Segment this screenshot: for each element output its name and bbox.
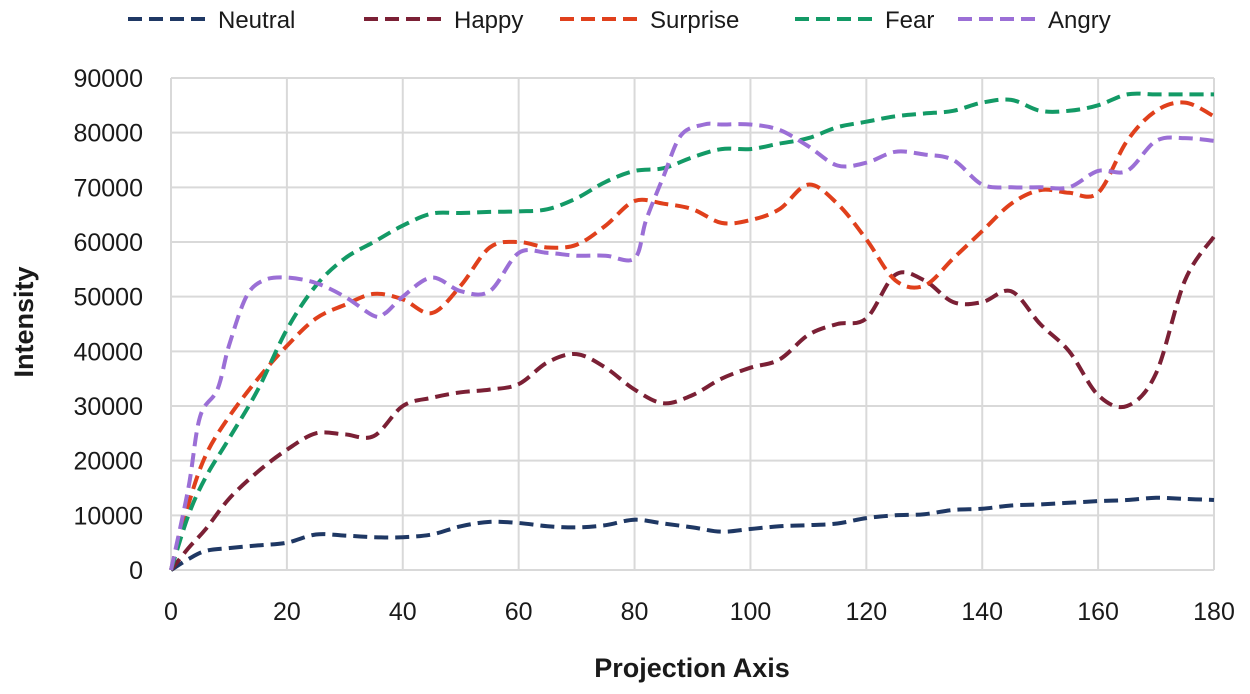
x-tick-label: 160 (1077, 598, 1119, 626)
x-tick-label: 140 (961, 598, 1003, 626)
y-tick-label: 20000 (73, 448, 143, 476)
legend-label: Surprise (650, 7, 739, 34)
y-tick-label: 60000 (73, 229, 143, 257)
y-tick-label: 90000 (73, 65, 143, 93)
x-axis-title: Projection Axis (594, 653, 790, 683)
series-lines (169, 91, 1216, 572)
legend-label: Happy (454, 7, 523, 34)
legend-item-happy: Happy (364, 7, 523, 34)
y-tick-label: 50000 (73, 284, 143, 312)
y-axis-title: Intensity (9, 266, 39, 377)
y-tick-label: 80000 (73, 120, 143, 148)
legend-label: Neutral (218, 7, 295, 34)
series-line-surprise (169, 100, 1215, 571)
legend-label: Fear (885, 7, 934, 34)
y-tick-label: 70000 (73, 174, 143, 202)
y-tick-label: 0 (129, 557, 143, 585)
legend: Neutral Happy Surprise Fear Angry (128, 7, 1111, 34)
legend-item-angry: Angry (958, 7, 1111, 34)
axes: 0 10000 20000 30000 40000 50000 60000 70000 8000… (73, 65, 1234, 626)
x-tick-label: 60 (505, 598, 533, 626)
series-line-neutral (169, 495, 1215, 572)
legend-item-neutral: Neutral (128, 7, 295, 34)
y-tick-label: 40000 (73, 338, 143, 366)
x-tick-label: 0 (164, 598, 178, 626)
x-tick-label: 40 (389, 598, 417, 626)
series-line-fear (169, 91, 1214, 571)
legend-item-surprise: Surprise (560, 7, 739, 34)
gridlines (170, 77, 1215, 571)
x-tick-label: 180 (1193, 598, 1235, 626)
legend-item-fear: Fear (795, 7, 934, 34)
x-tick-label: 120 (845, 598, 887, 626)
y-tick-label: 30000 (73, 393, 143, 421)
series-line-angry (169, 121, 1215, 571)
x-tick-label: 80 (621, 598, 649, 626)
y-tick-label: 10000 (73, 502, 143, 530)
x-tick-label: 20 (273, 598, 301, 626)
x-tick-label: 100 (730, 598, 772, 626)
legend-label: Angry (1048, 7, 1111, 34)
series-line-happy (169, 235, 1216, 572)
